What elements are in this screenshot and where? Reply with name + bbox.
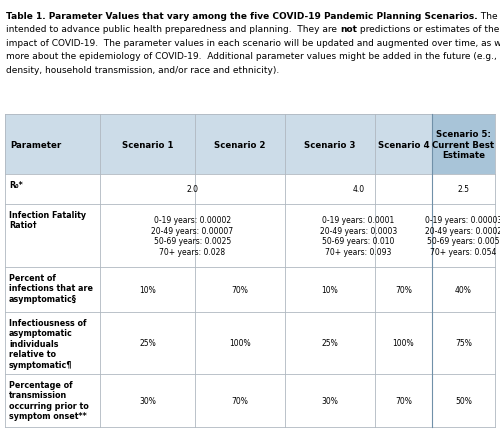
Text: impact of COVID-19.  The parameter values in each scenario will be updated and a: impact of COVID-19. The parameter values…	[6, 39, 500, 48]
Text: 2.5: 2.5	[458, 185, 469, 194]
Text: more about the epidemiology of COVID-19.  Additional parameter values might be a: more about the epidemiology of COVID-19.…	[6, 52, 500, 61]
Text: 50%: 50%	[455, 396, 472, 405]
Text: 10%: 10%	[139, 286, 156, 294]
Text: 0-19 years: 0.0001
20-49 years: 0.0003
50-69 years: 0.010
70+ years: 0.093: 0-19 years: 0.0001 20-49 years: 0.0003 5…	[320, 216, 397, 256]
Text: 100%: 100%	[229, 339, 251, 348]
Bar	[5, 175, 495, 205]
Text: 10%: 10%	[322, 286, 338, 294]
Text: 30%: 30%	[322, 396, 338, 405]
Text: 30%: 30%	[139, 396, 156, 405]
Text: 70%: 70%	[232, 396, 248, 405]
Text: Scenario 1: Scenario 1	[122, 140, 174, 149]
Text: Scenario 2: Scenario 2	[214, 140, 266, 149]
Text: 25%: 25%	[139, 339, 156, 348]
Text: R₀*: R₀*	[9, 181, 23, 190]
Text: Parameter: Parameter	[10, 140, 61, 149]
Text: 100%: 100%	[392, 339, 414, 348]
Text: 0-19 years: 0.00003
20-49 years: 0.0002
50-69 years: 0.005
70+ years: 0.054: 0-19 years: 0.00003 20-49 years: 0.0002 …	[425, 216, 500, 256]
Bar	[5, 115, 432, 175]
Text: Infection Fatality
Ratio†: Infection Fatality Ratio†	[9, 211, 86, 230]
Bar	[5, 205, 495, 267]
Text: Table 1. Parameter Values that vary among the five COVID-19 Pandemic Planning Sc: Table 1. Parameter Values that vary amon…	[6, 12, 478, 21]
Text: Scenario 4: Scenario 4	[378, 140, 430, 149]
Text: 70%: 70%	[395, 286, 412, 294]
Text: not: not	[340, 25, 357, 34]
Text: density, household transmission, and/or race and ethnicity).: density, household transmission, and/or …	[6, 66, 279, 75]
Text: 70%: 70%	[232, 286, 248, 294]
Text: predictions or estimates of the expected: predictions or estimates of the expected	[357, 25, 500, 34]
Text: The scenarios are: The scenarios are	[478, 12, 500, 21]
Text: Percentage of
transmission
occurring prior to
symptom onset**: Percentage of transmission occurring pri…	[9, 380, 89, 420]
Text: intended to advance public health preparedness and planning.  They are: intended to advance public health prepar…	[6, 25, 340, 34]
Text: 4.0: 4.0	[352, 185, 364, 194]
Bar	[5, 312, 495, 374]
Text: Scenario 3: Scenario 3	[304, 140, 356, 149]
Text: Scenario 5:
Current Best
Estimate: Scenario 5: Current Best Estimate	[432, 130, 494, 160]
Text: 40%: 40%	[455, 286, 472, 294]
Text: 0-19 years: 0.00002
20-49 years: 0.00007
50-69 years: 0.0025
70+ years: 0.028: 0-19 years: 0.00002 20-49 years: 0.00007…	[152, 216, 234, 256]
Text: Percent of
infections that are
asymptomatic§: Percent of infections that are asymptoma…	[9, 273, 93, 303]
Bar	[432, 115, 495, 175]
Text: 75%: 75%	[455, 339, 472, 348]
Text: Infectiousness of
asymptomatic
individuals
relative to
symptomatic¶: Infectiousness of asymptomatic individua…	[9, 318, 86, 369]
Bar	[5, 267, 495, 312]
Bar	[5, 374, 495, 427]
Text: 25%: 25%	[322, 339, 338, 348]
Text: 70%: 70%	[395, 396, 412, 405]
Text: 2.0: 2.0	[186, 185, 198, 194]
